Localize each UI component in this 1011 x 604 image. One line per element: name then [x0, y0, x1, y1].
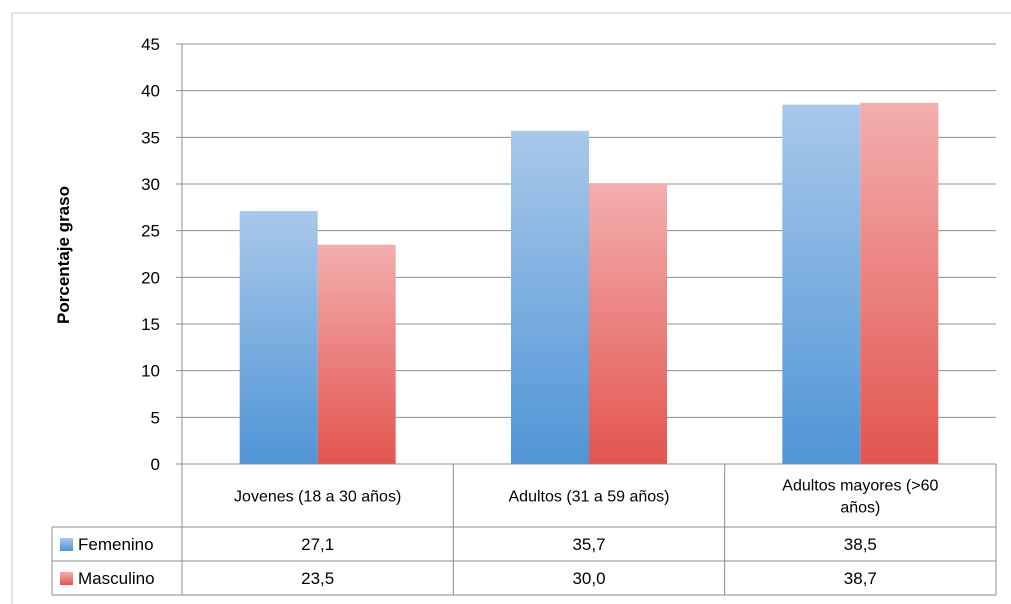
bar-femenino-2	[511, 130, 589, 465]
y-tick-label: 40	[141, 82, 160, 101]
y-tick-label: 35	[141, 128, 160, 147]
bar-femenino-3	[782, 104, 861, 465]
bar-masculino-1	[317, 244, 396, 464]
legend-swatch-masculino	[60, 572, 73, 585]
x-category-label: años)	[840, 500, 880, 517]
data-label-masculino-1: 23,5	[301, 569, 334, 588]
axes: 0 5 10 15 20 25 30 35 40 45	[11, 12, 1011, 604]
data-table: Jovenes (18 a 30 años) Adultos (31 a 59 a…	[51, 463, 997, 596]
y-tick-label: 10	[141, 362, 160, 381]
bars	[239, 102, 939, 465]
data-label-masculino-3: 38,7	[844, 569, 877, 588]
y-tick-label: 25	[141, 222, 160, 241]
y-tick-label: 15	[141, 315, 160, 334]
x-category-label: Adultos mayores (>60	[782, 478, 938, 495]
y-tick-label: 5	[151, 408, 160, 427]
data-label-femenino-3: 38,5	[844, 535, 877, 554]
bar-femenino-1	[239, 211, 318, 464]
legend-label-femenino: Femenino	[78, 535, 154, 554]
data-label-femenino-2: 35,7	[572, 535, 605, 554]
y-tick-label: 0	[151, 455, 160, 474]
y-tick-label: 45	[141, 35, 160, 54]
legend-label-masculino: Masculino	[78, 569, 155, 588]
bar-masculino-3	[860, 102, 939, 465]
x-category-label: Adultos (31 a 59 años)	[509, 489, 670, 506]
data-label-masculino-2: 30,0	[572, 569, 605, 588]
bar-masculino-2	[589, 184, 667, 464]
y-axis-label: Porcentaje graso	[54, 186, 73, 324]
legend-swatch-femenino	[60, 538, 73, 551]
y-tick-label: 30	[141, 175, 160, 194]
x-category-label: Jovenes (18 a 30 años)	[234, 489, 401, 506]
y-tick-label: 20	[141, 268, 160, 287]
data-label-femenino-1: 27,1	[301, 535, 334, 554]
